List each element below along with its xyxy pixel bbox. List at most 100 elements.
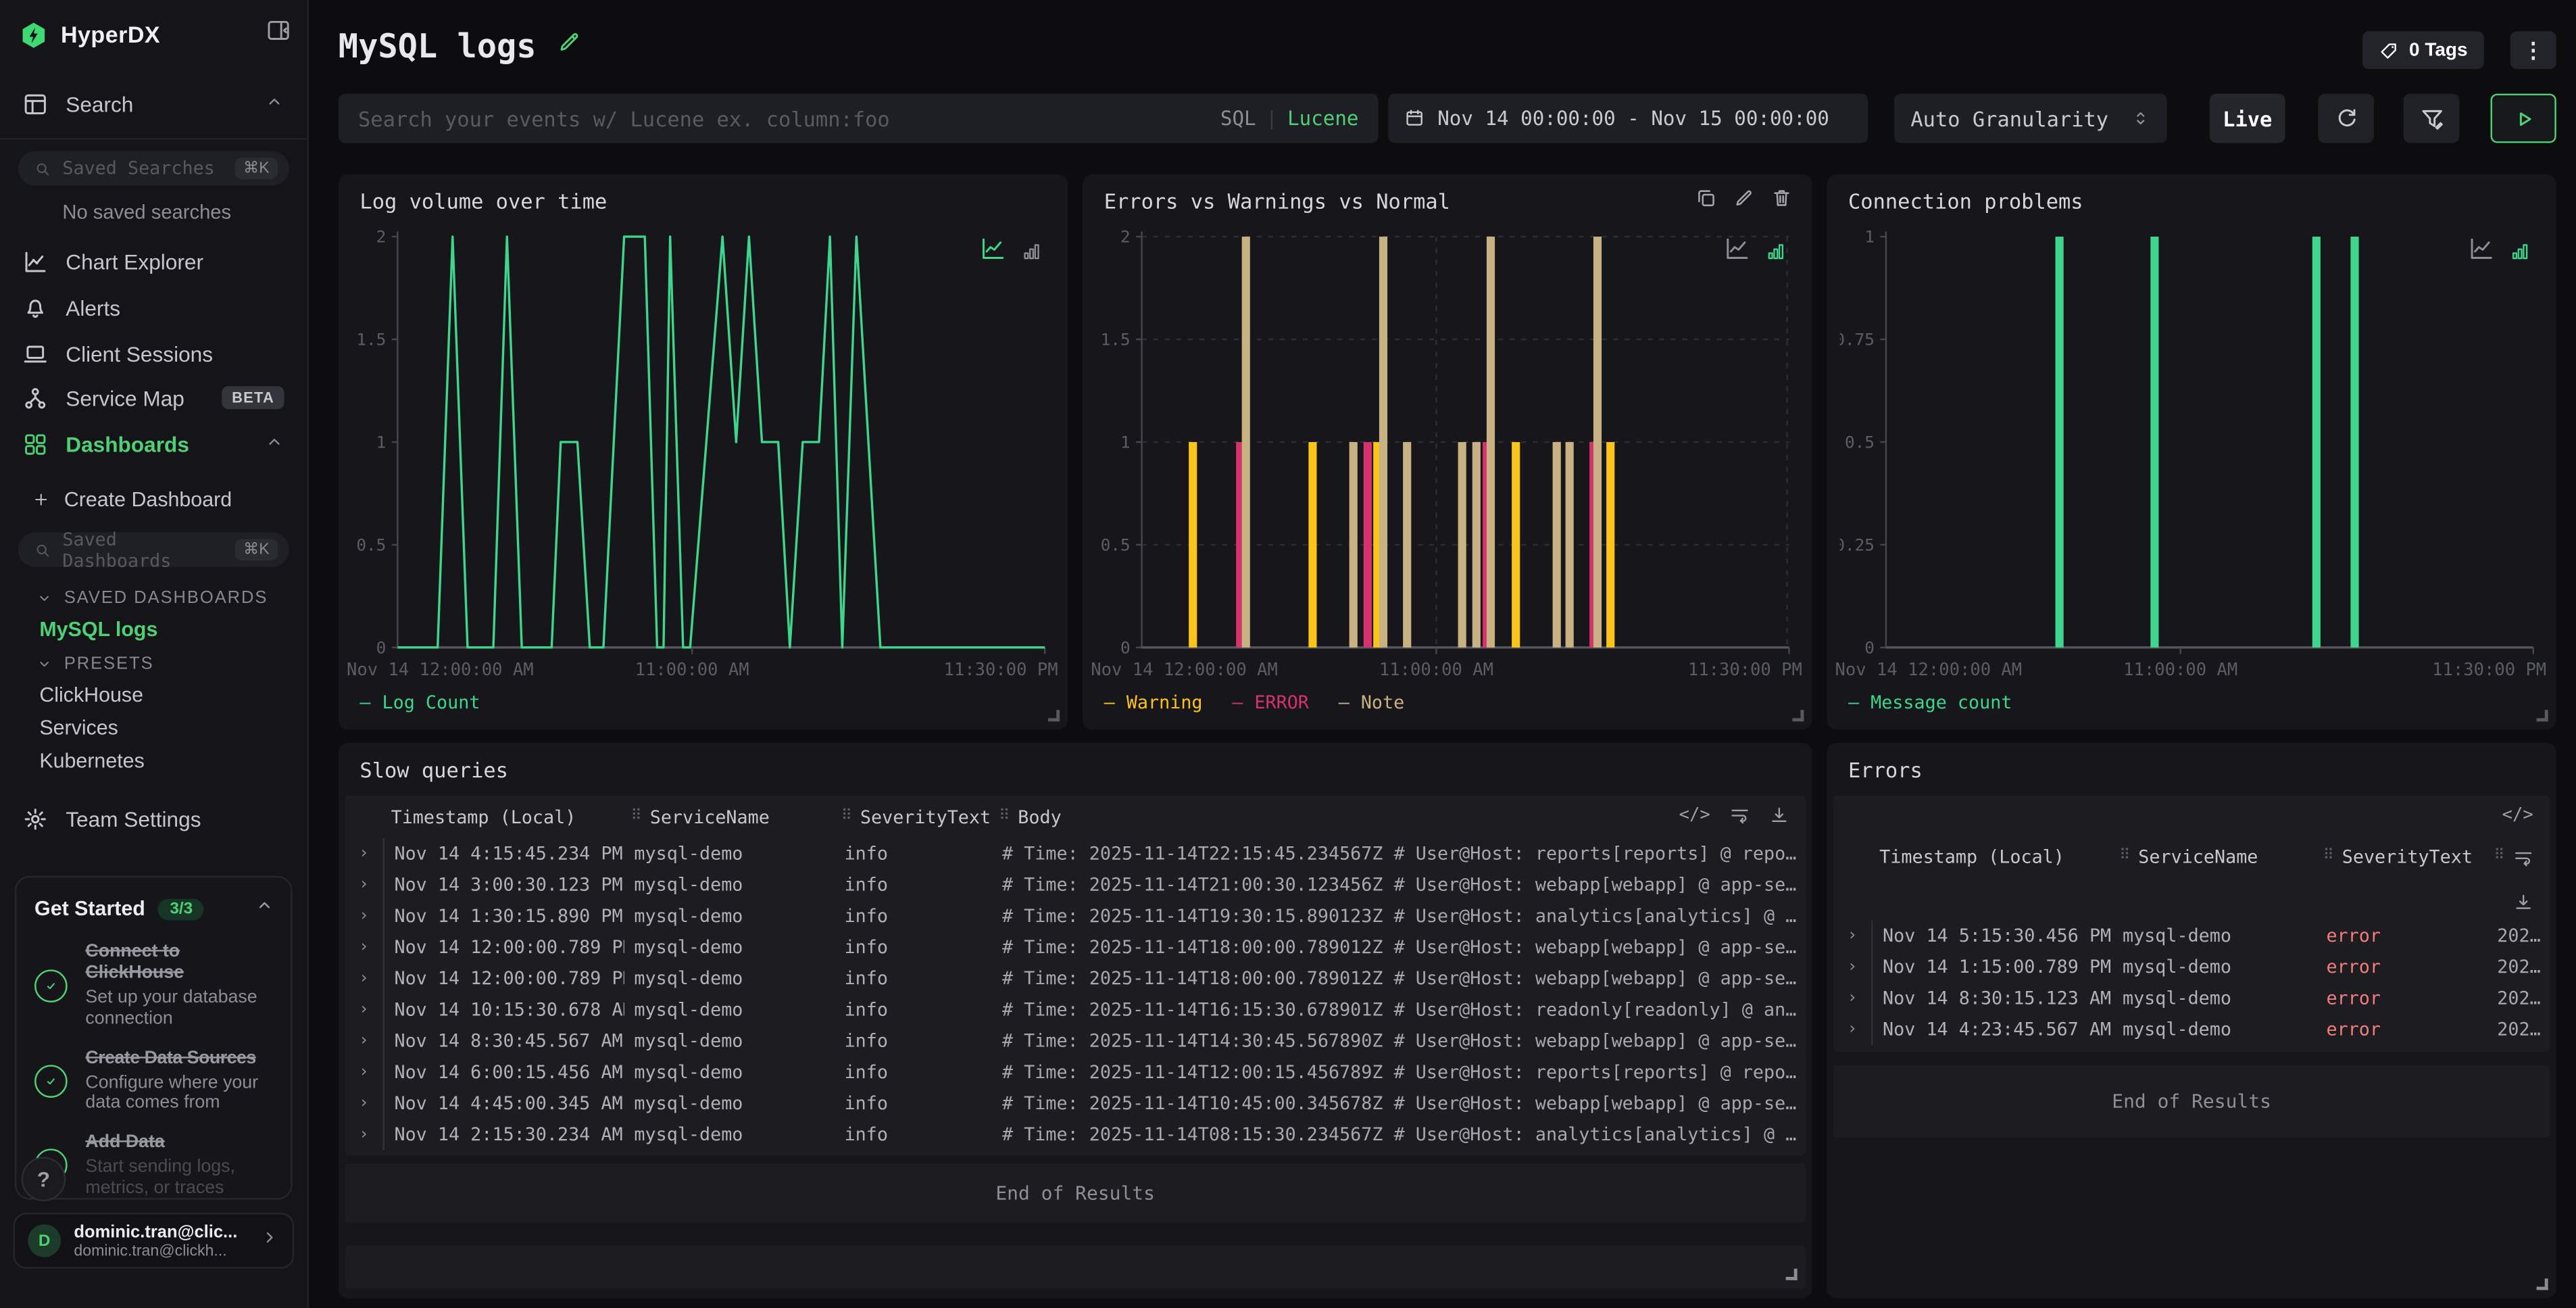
expand-row-icon[interactable]: › bbox=[345, 963, 385, 994]
preset-clickhouse[interactable]: ClickHouse bbox=[0, 680, 307, 710]
table-row[interactable]: ›Nov 14 4:15:45.234 PMmysql-demoinfo# Ti… bbox=[345, 838, 1806, 869]
table-row[interactable]: ›Nov 14 6:00:15.456 AMmysql-demoinfo# Ti… bbox=[345, 1057, 1806, 1088]
bar-mode-icon[interactable] bbox=[1766, 240, 1785, 270]
create-dashboard-button[interactable]: Create Dashboard bbox=[0, 481, 307, 517]
saved-dashboards-section[interactable]: SAVED DASHBOARDS bbox=[0, 585, 307, 611]
column-severitytext[interactable]: ⠿SeverityText bbox=[835, 806, 992, 827]
preset-kubernetes[interactable]: Kubernetes bbox=[0, 746, 307, 776]
sidebar-item-dashboards[interactable]: Dashboards bbox=[0, 426, 307, 462]
bar-mode-icon[interactable] bbox=[1022, 240, 1041, 270]
view-sql-icon[interactable]: </> bbox=[2502, 805, 2533, 825]
line-mode-icon[interactable] bbox=[981, 237, 1005, 270]
filter-button[interactable] bbox=[2404, 94, 2460, 143]
table-row[interactable]: ›Nov 14 3:00:30.123 PMmysql-demoinfo# Ti… bbox=[345, 869, 1806, 900]
line-mode-icon[interactable] bbox=[1725, 237, 1750, 270]
line-mode-icon[interactable] bbox=[2469, 237, 2494, 270]
wrap-lines-icon[interactable] bbox=[2514, 846, 2533, 876]
edit-icon[interactable] bbox=[1733, 187, 1755, 209]
resize-handle[interactable] bbox=[1786, 1269, 1798, 1280]
table-scroll-track[interactable] bbox=[345, 1246, 1806, 1288]
table-row[interactable]: ›Nov 14 8:30:15.123 AMmysql-demoerror202… bbox=[1833, 983, 2550, 1014]
column-servicename[interactable]: ⠿ServiceName bbox=[2112, 846, 2316, 867]
table-row[interactable]: ›Nov 14 12:00:00.789 PMmysql-demoinfo# T… bbox=[345, 963, 1806, 994]
column-servicename[interactable]: ⠿ServiceName bbox=[624, 806, 835, 827]
table-row[interactable]: ›Nov 14 12:00:00.789 PMmysql-demoinfo# T… bbox=[345, 931, 1806, 963]
column-timestamp[interactable]: Timestamp (Local) bbox=[1873, 846, 2112, 867]
get-started-step-connect[interactable]: Connect to ClickHouse Set up your databa… bbox=[34, 942, 274, 1030]
expand-row-icon[interactable]: › bbox=[345, 1057, 385, 1088]
expand-row-icon[interactable]: › bbox=[1833, 920, 1873, 951]
download-icon[interactable] bbox=[1769, 805, 1789, 825]
table-row[interactable]: ›Nov 14 5:15:30.456 PMmysql-demoerror202… bbox=[1833, 920, 2550, 951]
expand-row-icon[interactable]: › bbox=[345, 1025, 385, 1057]
collapse-sidebar-icon[interactable] bbox=[266, 18, 291, 51]
table-row[interactable]: ›Nov 14 10:15:30.678 AMmysql-demoinfo# T… bbox=[345, 994, 1806, 1025]
live-button[interactable]: Live bbox=[2210, 94, 2285, 143]
sql-toggle[interactable]: SQL bbox=[1220, 107, 1256, 130]
sidebar-item-search[interactable]: Search bbox=[0, 85, 307, 121]
table-row[interactable]: ›Nov 14 1:30:15.890 PMmysql-demoinfo# Ti… bbox=[345, 900, 1806, 931]
saved-searches-input[interactable]: Saved Searches ⌘K bbox=[18, 151, 289, 186]
lucene-toggle[interactable]: Lucene bbox=[1287, 107, 1358, 130]
get-started-step-add-data[interactable]: Add Data Start sending logs, metrics, or… bbox=[34, 1132, 274, 1198]
log-volume-line-chart[interactable]: 00.511.52 bbox=[351, 224, 1055, 661]
expand-row-icon[interactable]: › bbox=[345, 869, 385, 900]
event-search-input[interactable]: Search your events w/ Lucene ex. column:… bbox=[339, 94, 1379, 143]
edit-title-icon[interactable] bbox=[558, 30, 582, 63]
sidebar-item-team-settings[interactable]: Team Settings bbox=[0, 800, 307, 836]
refresh-button[interactable] bbox=[2318, 94, 2374, 143]
presets-section[interactable]: PRESETS bbox=[0, 651, 307, 677]
sidebar-item-alerts[interactable]: Alerts bbox=[0, 289, 307, 325]
legend-item[interactable]: —Warning bbox=[1104, 692, 1203, 713]
saved-dashboard-mysql-logs[interactable]: MySQL logs bbox=[0, 614, 307, 644]
table-row[interactable]: ›Nov 14 1:15:00.789 PMmysql-demoerror202… bbox=[1833, 952, 2550, 983]
chevron-up-icon[interactable] bbox=[255, 894, 274, 924]
view-sql-icon[interactable]: </> bbox=[1679, 805, 1710, 825]
download-icon[interactable] bbox=[2514, 891, 2533, 921]
dashboard-menu-button[interactable]: ⋮ bbox=[2510, 31, 2556, 69]
expand-row-icon[interactable]: › bbox=[345, 994, 385, 1025]
legend-item[interactable]: —Note bbox=[1339, 692, 1405, 713]
get-started-header[interactable]: Get Started 3/3 bbox=[34, 894, 274, 924]
resize-handle[interactable] bbox=[2537, 710, 2548, 721]
chevron-up-icon[interactable] bbox=[264, 91, 284, 116]
table-row[interactable]: ›Nov 14 4:23:45.567 AMmysql-demoerror202… bbox=[1833, 1014, 2550, 1045]
column-timestamp[interactable]: Timestamp (Local) bbox=[385, 806, 624, 827]
tags-button[interactable]: 0 Tags bbox=[2363, 31, 2484, 69]
resize-handle[interactable] bbox=[2537, 1278, 2548, 1290]
sidebar-item-chart-explorer[interactable]: Chart Explorer bbox=[0, 243, 307, 279]
duplicate-icon[interactable] bbox=[1695, 187, 1717, 209]
sidebar-item-service-map[interactable]: Service Map BETA bbox=[0, 380, 307, 416]
table-row[interactable]: ›Nov 14 4:45:00.345 AMmysql-demoinfo# Ti… bbox=[345, 1088, 1806, 1119]
legend-item[interactable]: —ERROR bbox=[1232, 692, 1309, 713]
legend-item[interactable]: —Message count bbox=[1848, 692, 2012, 713]
resize-handle[interactable] bbox=[1048, 710, 1060, 721]
delete-icon[interactable] bbox=[1771, 187, 1793, 209]
column-severitytext[interactable]: ⠿SeverityText bbox=[2317, 846, 2487, 867]
connection-problems-bar-chart[interactable]: 00.250.50.751 bbox=[1840, 224, 2544, 661]
table-row[interactable]: ›Nov 14 2:15:30.234 AMmysql-demoinfo# Ti… bbox=[345, 1119, 1806, 1150]
saved-dashboards-input[interactable]: Saved Dashboards ⌘K bbox=[18, 533, 289, 567]
bar-mode-icon[interactable] bbox=[2510, 240, 2530, 270]
expand-row-icon[interactable]: › bbox=[345, 900, 385, 931]
sidebar-item-client-sessions[interactable]: Client Sessions bbox=[0, 335, 307, 371]
expand-row-icon[interactable]: › bbox=[1833, 983, 1873, 1014]
resize-handle[interactable] bbox=[1792, 710, 1804, 721]
help-button[interactable]: ? bbox=[22, 1157, 66, 1201]
table-row[interactable]: ›Nov 14 8:30:45.567 AMmysql-demoinfo# Ti… bbox=[345, 1025, 1806, 1057]
expand-row-icon[interactable]: › bbox=[345, 931, 385, 963]
get-started-step-sources[interactable]: Create Data Sources Configure where your… bbox=[34, 1048, 274, 1114]
expand-row-icon[interactable]: › bbox=[345, 1119, 385, 1150]
preset-services[interactable]: Services bbox=[0, 713, 307, 743]
legend-item[interactable]: —Log Count bbox=[360, 692, 480, 713]
chevron-up-icon[interactable] bbox=[264, 431, 284, 456]
expand-row-icon[interactable]: › bbox=[345, 838, 385, 869]
expand-row-icon[interactable]: › bbox=[1833, 952, 1873, 983]
expand-row-icon[interactable]: › bbox=[1833, 1014, 1873, 1045]
wrap-lines-icon[interactable] bbox=[1730, 805, 1750, 825]
expand-row-icon[interactable]: › bbox=[345, 1088, 385, 1119]
date-range-picker[interactable]: Nov 14 00:00:00 - Nov 15 00:00:00 bbox=[1388, 94, 1868, 143]
granularity-select[interactable]: Auto Granularity bbox=[1894, 94, 2167, 143]
user-menu[interactable]: D dominic.tran@clic... dominic.tran@clic… bbox=[13, 1213, 294, 1269]
run-query-button[interactable] bbox=[2491, 94, 2556, 143]
